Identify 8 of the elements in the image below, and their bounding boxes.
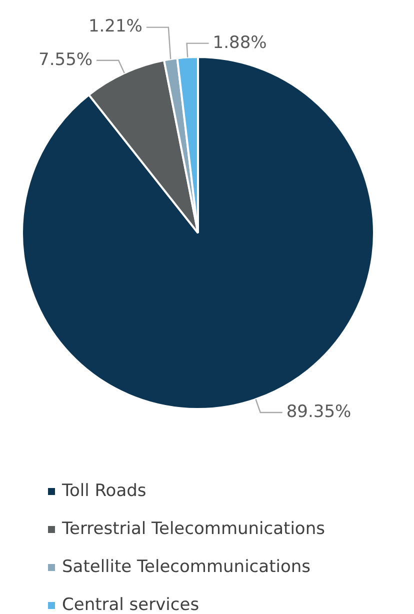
data-label: 1.88% (212, 32, 267, 53)
data-label: 1.21% (88, 16, 142, 37)
legend-label: Satellite Telecommunications (62, 557, 310, 577)
legend-label: Terrestrial Telecommunications (62, 519, 325, 539)
data-label: 7.55% (38, 50, 93, 70)
legend-label: Central services (62, 595, 200, 614)
legend-label: Toll Roads (62, 481, 146, 501)
data-label: 89.35% (286, 402, 352, 422)
